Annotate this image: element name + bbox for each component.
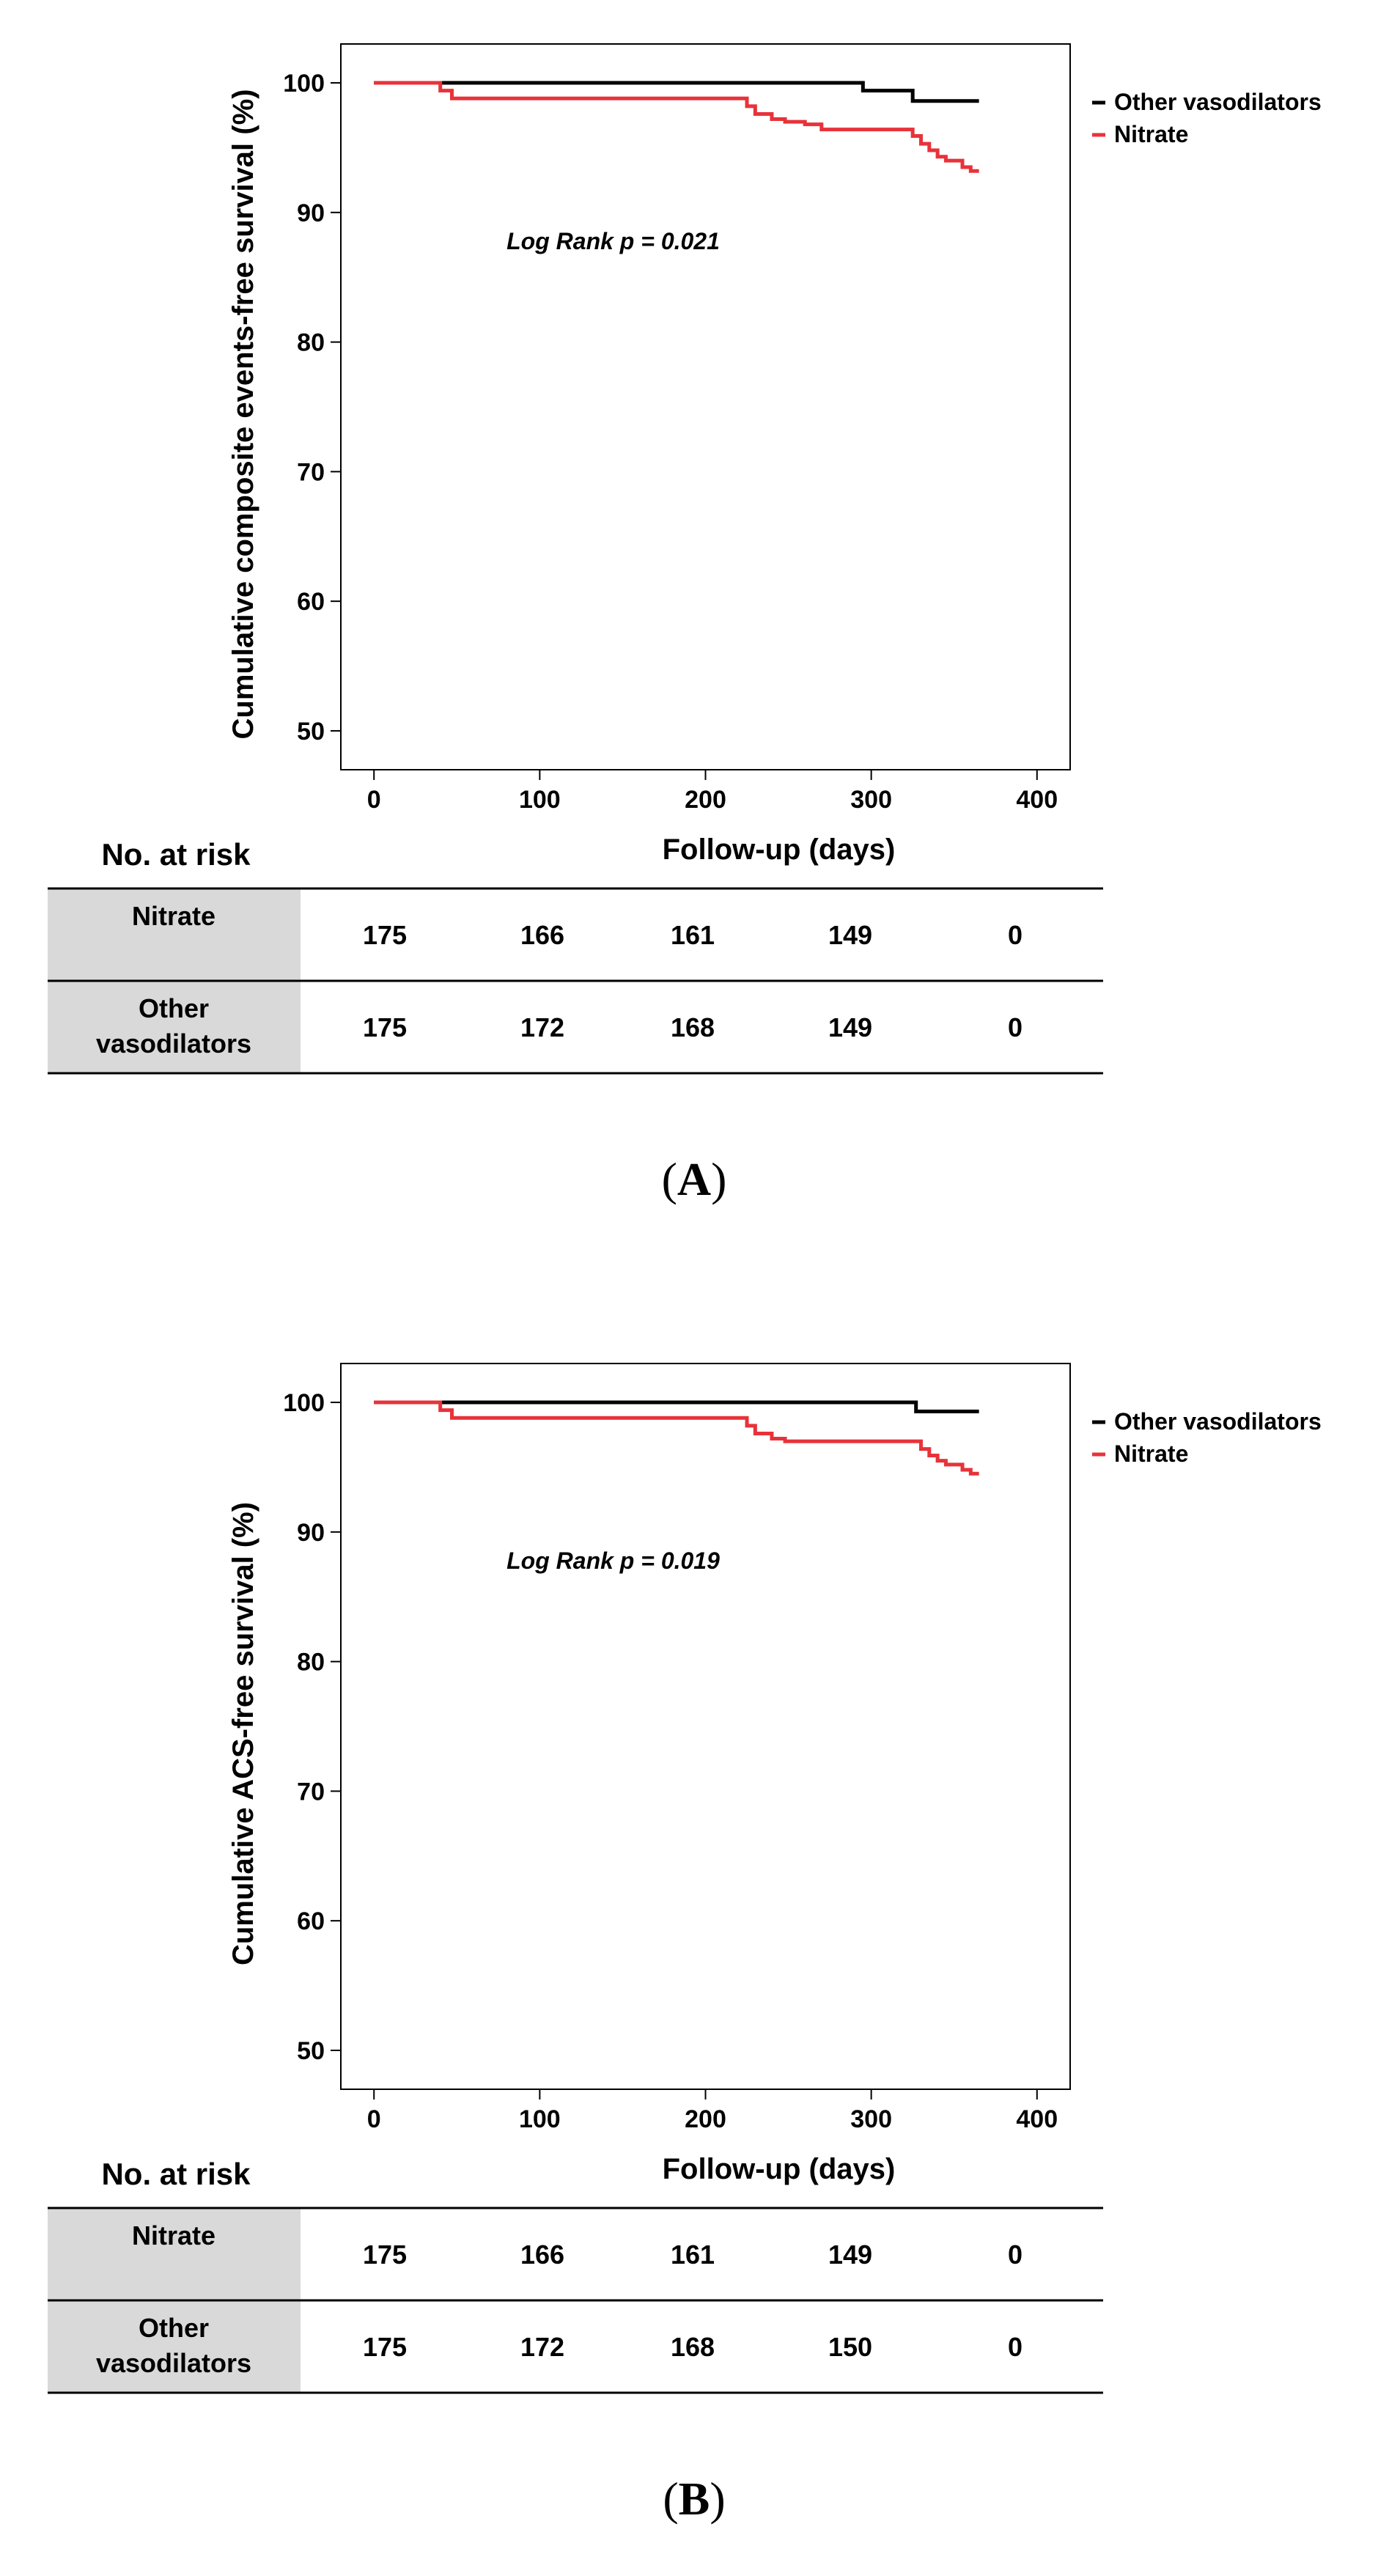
panel-a: 50 60 70 80 90 100 0 100 200 300 400 Cumulative com… (0, 0, 1389, 1250)
risk-count-cell: 175 (363, 2240, 407, 2270)
legend-label: Other vasodilators (1114, 89, 1322, 115)
x-tick-label: 0 (367, 786, 381, 814)
y-tick-label: 70 (297, 1778, 325, 1806)
y-tick-label: 90 (297, 199, 325, 227)
y-tick-label: 100 (283, 70, 325, 97)
risk-count-cell: 172 (520, 2332, 564, 2362)
risk-group-cell (48, 2300, 301, 2393)
risk-count-cell: 166 (520, 920, 564, 950)
x-tick-label: 300 (850, 2105, 892, 2133)
y-tick-label: 60 (297, 588, 325, 616)
series-line-nitrate (374, 1400, 979, 1476)
risk-count-cell: 0 (1008, 2240, 1023, 2270)
y-tick-label: 100 (283, 1389, 325, 1417)
risk-group-cell (48, 981, 301, 1073)
legend-label: Other vasodilators (1114, 1408, 1322, 1435)
series-line-other-vasodilators (374, 81, 979, 103)
risk-group-cell (48, 2208, 301, 2300)
plot-frame (340, 43, 1071, 770)
log-rank-annotation: Log Rank p = 0.021 (506, 228, 720, 254)
risk-count-cell: 161 (671, 920, 715, 950)
risk-count-cell: 161 (671, 2240, 715, 2270)
y-tick-label: 50 (297, 2037, 325, 2065)
legend-label: Nitrate (1114, 121, 1188, 147)
x-tick-label: 300 (850, 786, 892, 814)
panel-label: (A) (662, 1153, 727, 1205)
panel-label: (B) (663, 2473, 725, 2525)
risk-count-cell: 168 (671, 1012, 715, 1042)
risk-group-label: Other vasodilators (96, 993, 251, 1059)
risk-group-label: Nitrate (132, 2220, 215, 2251)
risk-count-cell: 166 (520, 2240, 564, 2270)
risk-table-title: No. at risk (101, 837, 251, 872)
risk-count-cell: 0 (1008, 920, 1023, 950)
panel-b: 50 60 70 80 90 100 0 100 200 300 400 Cumulative ACS… (0, 1320, 1389, 2569)
x-tick-label: 400 (1016, 786, 1058, 814)
risk-count-cell: 168 (671, 2332, 715, 2362)
risk-count-cell: 175 (363, 920, 407, 950)
risk-group-label: Nitrate (132, 901, 215, 931)
risk-group-cell (48, 888, 301, 981)
risk-count-cell: 175 (363, 1012, 407, 1042)
risk-count-cell: 0 (1008, 2332, 1023, 2362)
plot-frame (340, 1363, 1071, 2090)
x-axis-title: Follow-up (days) (663, 833, 896, 866)
y-tick-label: 60 (297, 1907, 325, 1935)
x-tick-label: 400 (1016, 2105, 1058, 2133)
risk-count-cell: 172 (520, 1012, 564, 1042)
risk-count-cell: 150 (828, 2332, 872, 2362)
risk-count-cell: 0 (1008, 1012, 1023, 1042)
risk-count-cell: 149 (828, 2240, 872, 2270)
x-tick-label: 0 (367, 2105, 381, 2133)
km-chart: 50 60 70 80 90 100 0 100 200 300 400 Cumulative ACS… (48, 1363, 1322, 2525)
risk-table-title: No. at risk (101, 2157, 251, 2191)
x-tick-label: 200 (685, 2105, 726, 2133)
log-rank-annotation: Log Rank p = 0.019 (506, 1548, 720, 1574)
series-line-nitrate (374, 81, 979, 173)
risk-count-cell: 149 (828, 920, 872, 950)
y-tick-label: 80 (297, 329, 325, 357)
x-tick-label: 100 (519, 2105, 561, 2133)
y-tick-label: 70 (297, 458, 325, 486)
series-line-other-vasodilators (374, 1400, 979, 1413)
km-chart: 50 60 70 80 90 100 0 100 200 300 400 Cumulative com… (48, 43, 1322, 1205)
y-axis-title: Cumulative ACS-free survival (%) (227, 1502, 259, 1965)
risk-count-cell: 175 (363, 2332, 407, 2362)
y-tick-label: 50 (297, 718, 325, 746)
legend-label: Nitrate (1114, 1440, 1188, 1467)
y-axis-title: Cumulative composite events-free surviva… (227, 89, 259, 740)
x-tick-label: 200 (685, 786, 726, 814)
x-axis-title: Follow-up (days) (663, 2153, 896, 2185)
x-tick-label: 100 (519, 786, 561, 814)
y-tick-label: 90 (297, 1519, 325, 1547)
risk-count-cell: 149 (828, 1012, 872, 1042)
risk-group-label: Other vasodilators (96, 2313, 251, 2378)
y-tick-label: 80 (297, 1649, 325, 1677)
